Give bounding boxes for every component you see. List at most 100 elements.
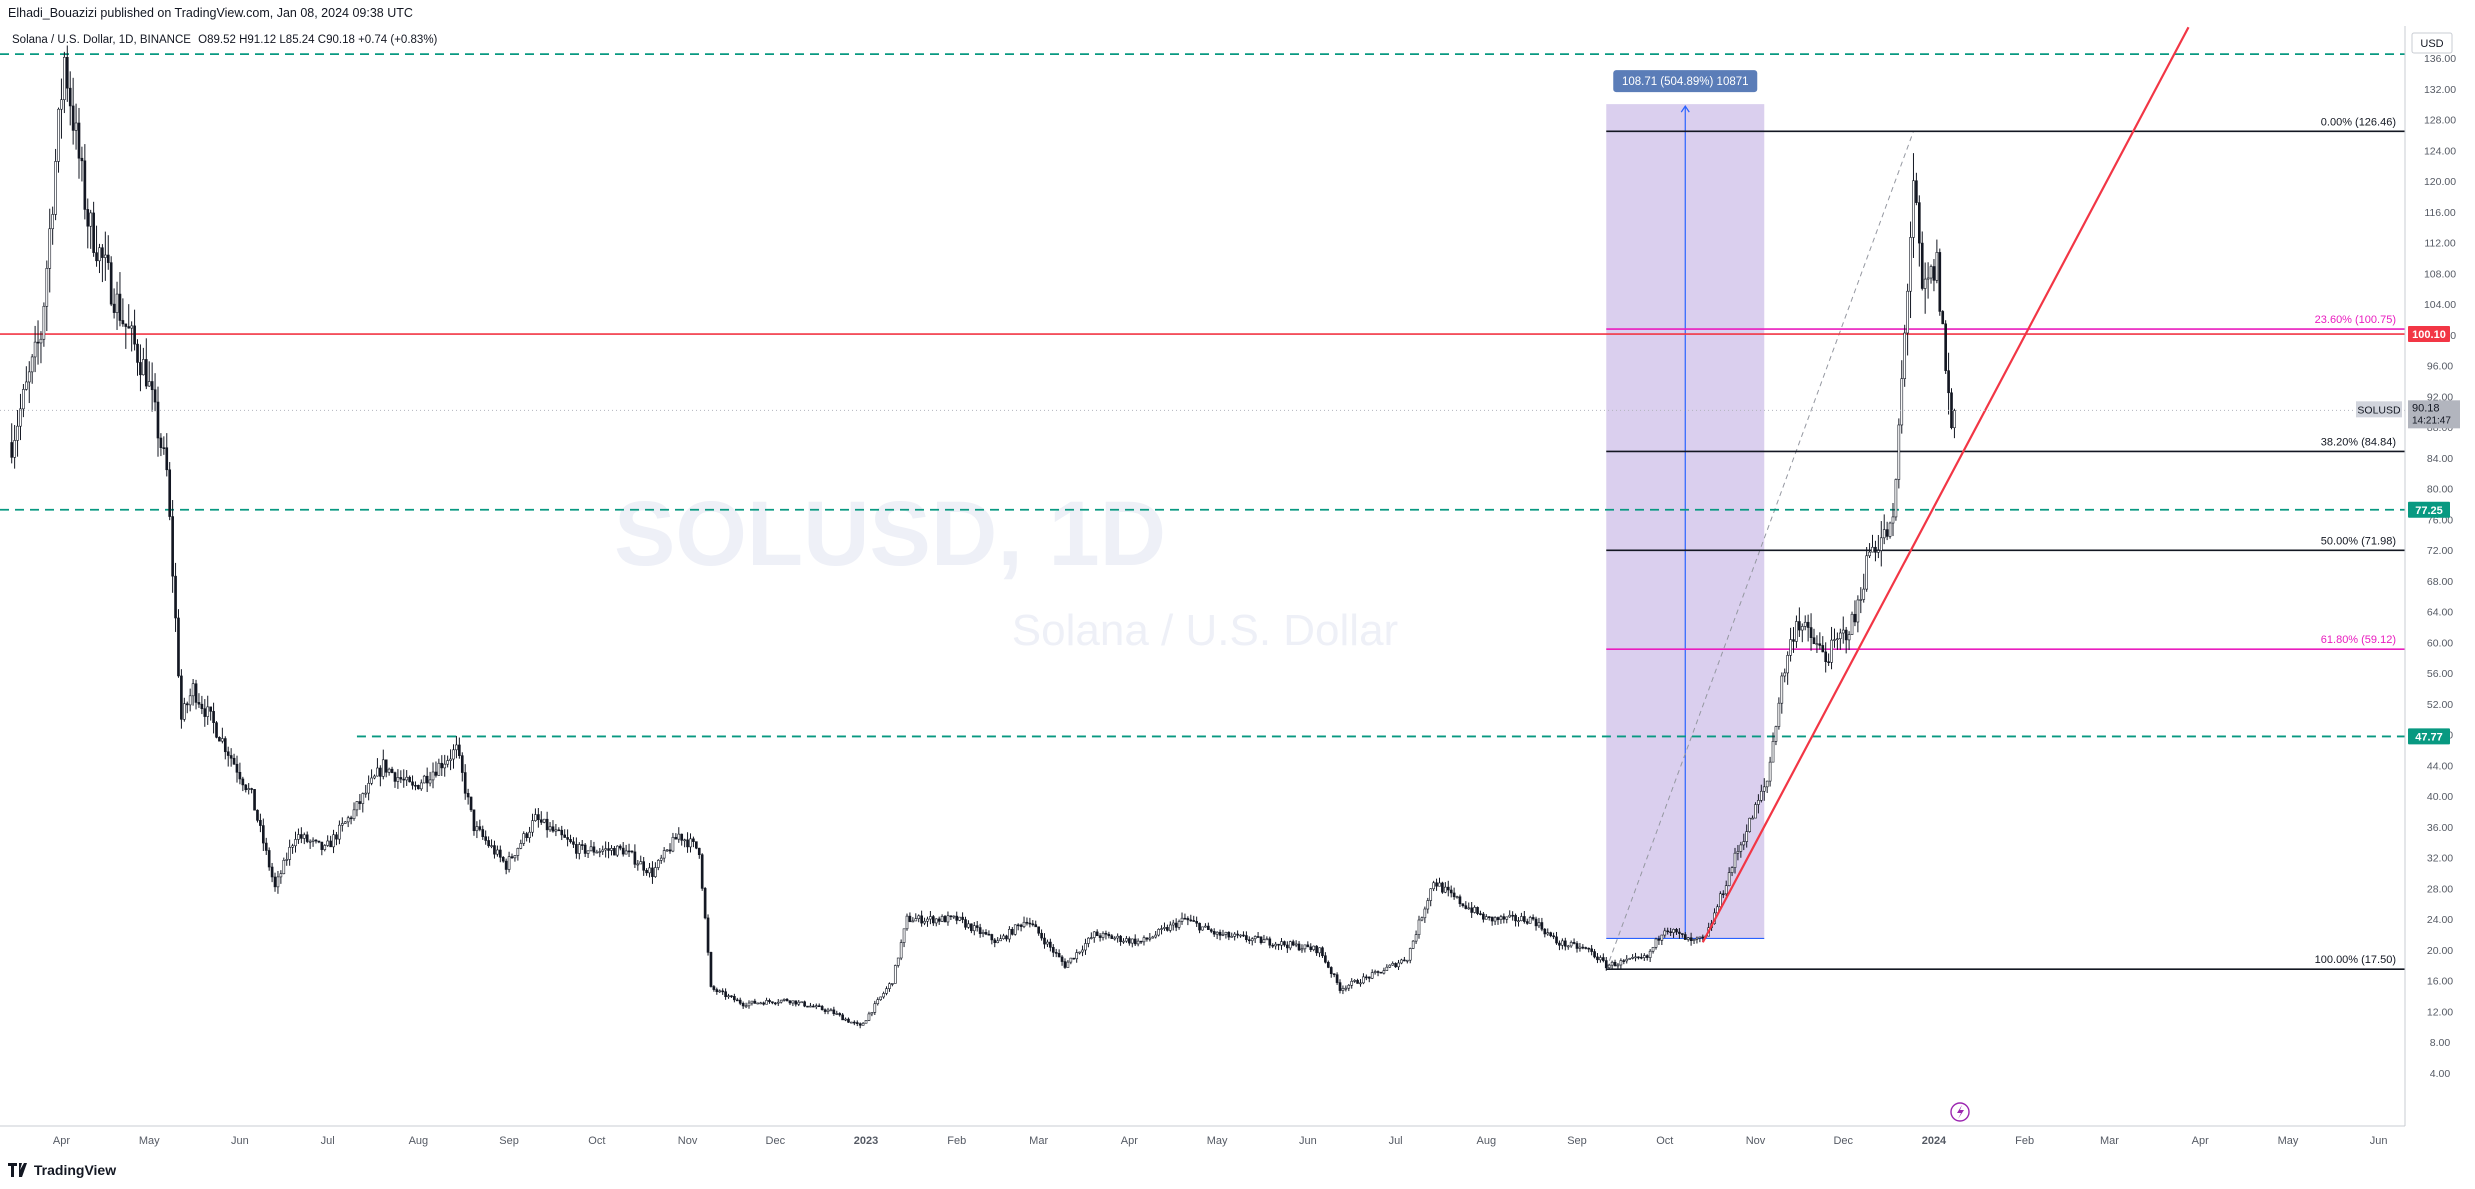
price-axis-label-bg[interactable] [2408,501,2450,518]
candle-body [1625,958,1629,962]
candle-body [487,840,490,847]
candle-body [1792,639,1795,642]
candle-body [1057,953,1061,958]
candle-body [218,737,221,742]
candle-body [993,939,997,944]
candle-body [1060,956,1064,962]
candle-body [1912,180,1915,238]
candle-body [329,840,332,848]
price-axis-label-bg[interactable] [2408,728,2450,745]
time-tick-label: Mar [1029,1135,1048,1147]
candle-body [1651,947,1655,952]
candle-body [370,777,373,784]
candle-body [747,1002,751,1007]
candle-body [1458,896,1462,905]
candle-body [343,821,347,824]
candle-body [1087,937,1090,944]
candle-body [101,247,104,258]
time-tick-label: Nov [1746,1135,1766,1147]
candle-body [300,834,303,839]
tradingview-footer[interactable]: TradingView [8,1162,116,1178]
candle-body [1874,546,1877,553]
candle-body [645,869,648,874]
candle-body [127,326,131,329]
candle-body [1013,924,1017,935]
candle-body [1113,937,1117,940]
candle-body [1938,252,1942,312]
price-chart[interactable]: SOLUSD, 1D Solana / U.S. Dollar 108.71 (… [0,0,2475,1160]
symbol-title[interactable]: Solana / U.S. Dollar, 1D, BINANCE [12,34,191,46]
flash-icon[interactable] [1950,1102,1970,1122]
candle-body [1757,800,1760,805]
candle-body [104,254,107,258]
price-axis-label: 100.10 [2412,329,2446,341]
ohlc-change: +0.74 (+0.83%) [358,34,438,46]
candle-body [1923,278,1927,289]
candle-body [1186,918,1190,921]
candle-body [1069,957,1073,963]
candle-body [507,856,511,870]
candle-body [455,744,458,751]
candle-body [1367,976,1371,979]
candle-body [1765,780,1769,788]
candle-body [630,850,634,853]
candle-body [876,999,880,1005]
candle-body [270,866,274,878]
currency-button[interactable] [2411,32,2453,54]
candle-body [1824,651,1828,662]
candle-body [124,323,128,327]
candle-body [130,325,133,329]
candle-body [1672,929,1675,933]
candle-body [367,782,370,794]
candle-body [1865,555,1868,590]
flash-icon-bolt [1957,1105,1964,1119]
symbol-price-tag: SOLUSD [2357,404,2401,416]
candle-body [624,850,628,855]
candle-body [1932,266,1936,281]
price-axis[interactable] [2405,26,2475,1126]
candle-body [1081,949,1084,953]
time-tick-label: Jun [2370,1135,2388,1147]
candle-body [616,845,619,856]
candle-body [419,782,423,790]
candle-body [1584,947,1588,949]
candle-body [1818,643,1822,646]
candle-body [893,965,897,984]
candle-body [250,788,253,790]
last-price-label-bg[interactable] [2408,400,2460,429]
candle-body [978,927,982,935]
candle-body [735,999,739,1002]
candle-body [1569,942,1573,947]
candle-body [1844,629,1848,641]
candle-body [990,934,994,941]
candle-body [57,108,60,162]
candle-body [498,849,502,858]
candle-body [1189,919,1193,922]
candle-body [1022,921,1026,927]
candle-body [899,942,903,959]
candle-body [656,860,660,868]
candle-body [209,706,212,712]
candle-body [121,320,125,325]
candle-body [1777,702,1781,727]
candle-body [1666,930,1670,933]
candle-body [1645,955,1649,958]
candle-body [42,305,46,340]
price-axis-label-bg[interactable] [2408,326,2450,343]
price-tick-label: 96.00 [2427,361,2453,373]
candle-body [1382,970,1386,974]
trend-line[interactable] [1701,26,2190,943]
candle-body [531,820,534,833]
candle-body [1227,931,1231,938]
candle-body [1470,907,1473,913]
candle-body [241,778,245,786]
measure-label-box[interactable] [1613,70,1758,93]
candle-body [267,850,271,868]
candle-body [305,834,309,842]
candle-body [1733,852,1737,868]
candle-body [814,1005,818,1008]
candle-body [917,915,921,919]
candle-body [142,359,145,376]
candle-body [183,703,186,720]
candle-body [109,262,113,305]
